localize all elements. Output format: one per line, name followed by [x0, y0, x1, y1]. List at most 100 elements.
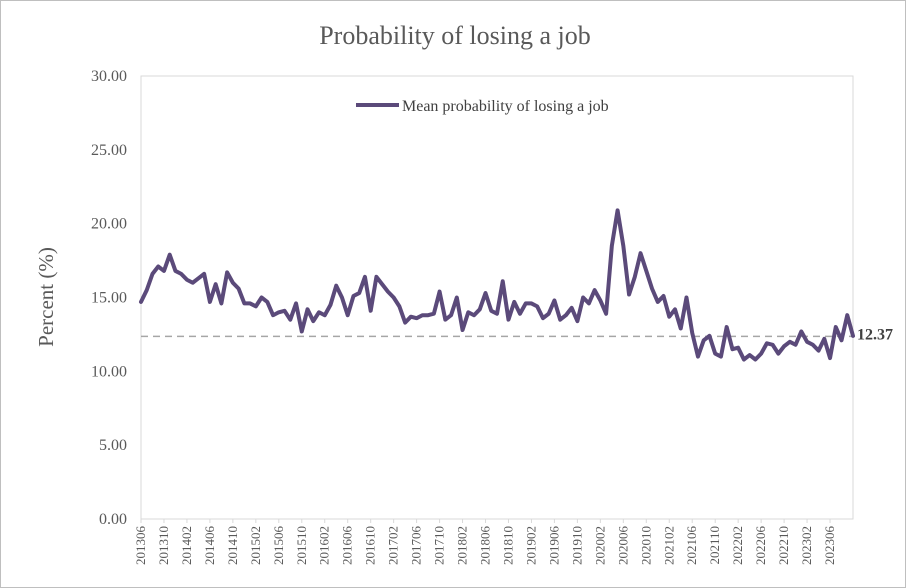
data-point — [300, 329, 304, 333]
data-point — [822, 337, 826, 341]
data-point — [392, 296, 396, 299]
data-point — [673, 307, 677, 311]
data-point — [587, 301, 591, 305]
data-point — [541, 316, 545, 320]
x-tick-label: 201602 — [317, 526, 332, 565]
y-tick-label: 30.00 — [91, 68, 127, 85]
data-point — [570, 306, 574, 310]
y-tick-label: 20.00 — [91, 216, 127, 233]
data-point — [547, 312, 551, 316]
x-tick-label: 202206 — [753, 526, 768, 566]
data-point — [713, 352, 717, 356]
x-tick-label: 201702 — [386, 526, 401, 565]
data-point — [449, 313, 453, 317]
data-point — [702, 338, 706, 342]
data-point — [771, 343, 775, 347]
data-point — [506, 318, 510, 322]
data-point — [277, 310, 281, 314]
data-point — [265, 300, 269, 304]
data-point — [426, 313, 430, 317]
x-tick-label: 202110 — [707, 526, 722, 565]
data-point — [346, 313, 350, 317]
data-point — [524, 301, 528, 305]
data-point — [254, 304, 258, 308]
data-point — [776, 352, 780, 356]
data-point — [317, 310, 321, 314]
data-point — [604, 312, 608, 316]
data-point — [817, 349, 821, 353]
data-point — [627, 293, 631, 297]
data-point — [828, 356, 832, 360]
data-point — [707, 334, 711, 338]
data-point — [552, 298, 556, 302]
data-point — [173, 269, 177, 273]
data-point — [782, 344, 786, 348]
data-point — [363, 275, 367, 279]
data-point — [834, 325, 838, 329]
data-point — [719, 355, 723, 359]
data-point — [386, 290, 390, 294]
data-point — [214, 282, 218, 286]
chart-title: Probability of losing a job — [319, 21, 591, 50]
data-point — [162, 269, 166, 273]
data-point — [283, 309, 287, 313]
data-point — [650, 287, 654, 291]
x-tick-label: 202102 — [661, 526, 676, 565]
x-tick-label: 201506 — [271, 526, 286, 566]
data-point — [489, 309, 493, 313]
data-point — [328, 303, 332, 307]
y-axis-label: Percent (%) — [34, 247, 58, 347]
data-point — [225, 270, 229, 274]
x-tick-label: 202002 — [592, 526, 607, 565]
series-points — [139, 208, 855, 362]
data-point — [529, 301, 533, 305]
plot-area — [140, 75, 854, 520]
data-point — [811, 343, 815, 347]
data-point — [288, 318, 292, 322]
x-tick-label: 201610 — [363, 526, 378, 565]
data-point — [851, 334, 855, 338]
data-point — [748, 353, 752, 357]
data-point — [794, 343, 798, 347]
x-tick-label: 202202 — [730, 526, 745, 565]
data-point — [432, 312, 436, 316]
data-point — [840, 338, 844, 342]
data-point — [788, 340, 792, 344]
data-point — [616, 208, 620, 212]
data-point — [535, 304, 539, 308]
data-point — [598, 298, 602, 302]
x-tick-label: 201406 — [202, 526, 217, 566]
data-point — [196, 276, 200, 280]
data-point — [156, 264, 160, 268]
y-tick-label: 25.00 — [91, 142, 127, 159]
data-point — [357, 291, 361, 295]
data-point — [593, 288, 597, 292]
data-point — [374, 275, 378, 279]
data-point — [621, 244, 625, 248]
x-tick-label: 201710 — [432, 526, 447, 565]
data-point — [397, 304, 401, 308]
data-point — [380, 282, 384, 286]
data-point — [334, 284, 338, 288]
y-tick-label: 5.00 — [99, 437, 127, 454]
data-point — [403, 321, 407, 325]
data-point — [340, 296, 344, 299]
data-point — [725, 325, 729, 329]
y-tick-label: 15.00 — [91, 290, 127, 307]
data-point — [208, 300, 212, 304]
y-tick-label: 10.00 — [91, 363, 127, 380]
data-point — [742, 358, 746, 362]
legend-label: Mean probability of losing a job — [402, 98, 609, 115]
data-point — [271, 313, 275, 317]
data-point — [415, 316, 419, 320]
data-point — [799, 329, 803, 333]
x-tick-label: 202006 — [615, 526, 630, 566]
data-point — [185, 278, 189, 282]
data-point — [139, 300, 143, 304]
data-point — [472, 313, 476, 317]
x-tick-label: 201906 — [546, 526, 561, 566]
data-point — [150, 272, 154, 276]
data-point — [495, 312, 499, 316]
data-point — [311, 319, 315, 323]
data-point — [438, 290, 442, 294]
